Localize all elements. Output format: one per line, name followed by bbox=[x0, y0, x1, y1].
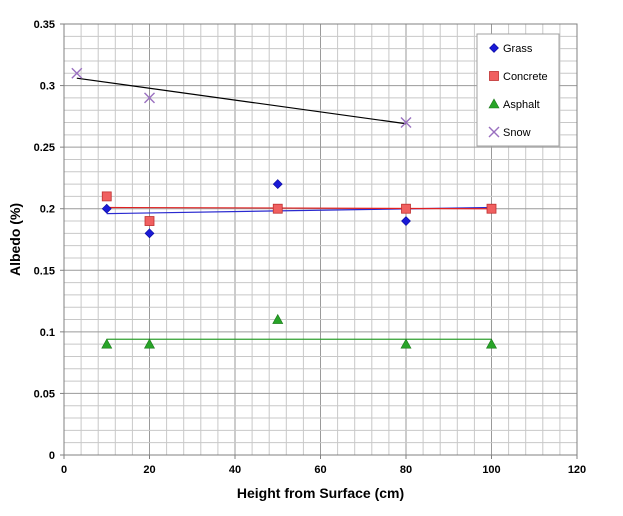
y-axis-ticks: 0 0.05 0.1 0.15 0.2 0.25 0.3 0.35 bbox=[34, 19, 64, 462]
y-tick-label: 0.05 bbox=[34, 388, 55, 400]
y-axis-title: Albedo (%) bbox=[7, 203, 23, 276]
x-marker-stroke bbox=[144, 92, 155, 104]
y-tick-label: 0.3 bbox=[40, 81, 55, 93]
x-marker-stroke bbox=[400, 117, 412, 129]
legend-label-concrete: Concrete bbox=[503, 71, 548, 83]
snow-data-point bbox=[71, 67, 83, 79]
x-tick-label: 120 bbox=[568, 464, 586, 476]
concrete-data-point bbox=[401, 203, 411, 214]
legend-label-snow: Snow bbox=[503, 127, 531, 139]
legend-marker-grass bbox=[489, 43, 499, 53]
concrete-data-point bbox=[272, 203, 283, 214]
trendlines bbox=[76, 77, 492, 340]
concrete-data-point bbox=[486, 203, 497, 214]
asphalt-data-point bbox=[400, 338, 412, 349]
y-tick-label: 0.35 bbox=[34, 19, 55, 31]
grass-data-point bbox=[101, 203, 112, 214]
grass-data-point bbox=[144, 228, 155, 239]
legend-marker-snow bbox=[488, 126, 500, 138]
legend-marker-asphalt bbox=[488, 98, 500, 109]
y-tick-label: 0.15 bbox=[34, 265, 55, 277]
concrete-data-point bbox=[144, 216, 155, 226]
y-tick-label: 0.1 bbox=[40, 327, 55, 339]
y-tick-label: 0 bbox=[49, 450, 55, 462]
x-axis-ticks: 0 20 40 60 80 100 120 bbox=[61, 455, 586, 476]
x-tick-label: 0 bbox=[61, 464, 67, 476]
legend-box bbox=[476, 33, 560, 147]
x-marker-stroke bbox=[71, 67, 83, 79]
asphalt-data-point bbox=[143, 338, 156, 349]
x-tick-label: 20 bbox=[143, 464, 155, 476]
x-tick-label: 40 bbox=[229, 464, 241, 476]
asphalt-data-point bbox=[485, 338, 498, 349]
legend-label-grass: Grass bbox=[503, 43, 533, 55]
asphalt-data-point bbox=[101, 338, 113, 349]
legend-label-asphalt: Asphalt bbox=[503, 99, 540, 111]
grass-data-point bbox=[401, 216, 411, 226]
concrete-data-point bbox=[101, 191, 112, 202]
snow-data-point bbox=[400, 117, 412, 129]
y-tick-label: 0.25 bbox=[34, 142, 55, 154]
concrete-trendline bbox=[106, 206, 492, 210]
snow-trendline bbox=[76, 77, 407, 125]
x-marker-stroke bbox=[488, 126, 500, 138]
grass-data-point bbox=[272, 179, 283, 190]
legend: Grass Concrete Asphalt Snow bbox=[476, 33, 560, 147]
data-points bbox=[71, 67, 498, 349]
asphalt-data-point bbox=[272, 313, 284, 324]
x-tick-label: 100 bbox=[482, 464, 500, 476]
legend-marker-concrete bbox=[489, 71, 499, 81]
x-tick-label: 80 bbox=[400, 464, 412, 476]
x-axis-title: Height from Surface (cm) bbox=[237, 485, 404, 501]
x-tick-label: 60 bbox=[314, 464, 326, 476]
snow-data-point bbox=[144, 92, 155, 104]
y-tick-label: 0.2 bbox=[40, 204, 55, 216]
